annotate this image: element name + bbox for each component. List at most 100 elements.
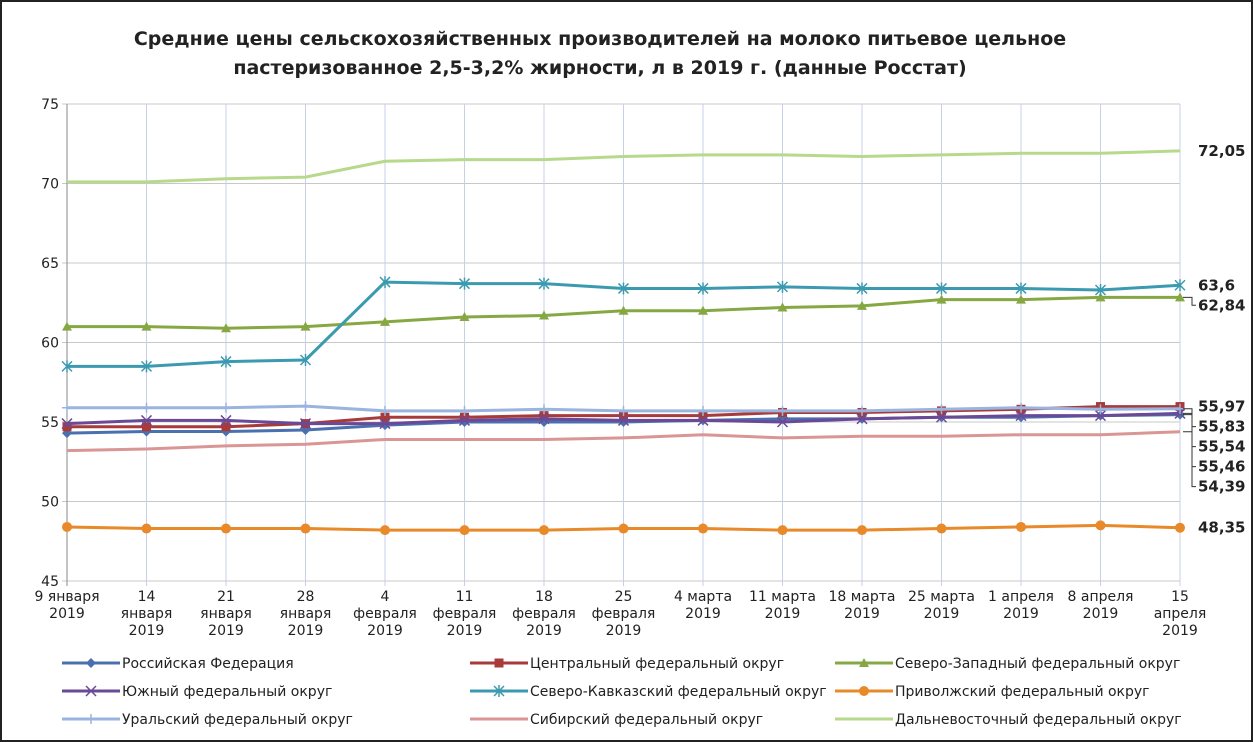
- value-label: 72,05: [1198, 142, 1245, 160]
- marker: [617, 282, 630, 295]
- series-line: [67, 149, 1181, 184]
- marker: [1095, 520, 1106, 531]
- x-tick-label: 18: [535, 589, 553, 605]
- marker: [1175, 522, 1185, 533]
- marker: [1094, 410, 1107, 422]
- value-label: 48,35: [1198, 519, 1245, 537]
- x-tick-label: 11: [456, 589, 474, 605]
- marker: [539, 404, 549, 415]
- marker: [698, 405, 708, 416]
- marker: [1095, 292, 1106, 302]
- marker: [697, 414, 709, 426]
- x-tick-label: января: [121, 606, 173, 622]
- marker: [459, 312, 470, 322]
- marker: [221, 523, 231, 534]
- marker: [1015, 282, 1027, 295]
- legend-label: Северо-Западный федеральный округ: [895, 656, 1180, 672]
- marker: [141, 402, 152, 413]
- value-label: 55,83: [1198, 418, 1245, 436]
- marker: [1015, 410, 1027, 422]
- value-label: 54,39: [1198, 478, 1245, 496]
- x-tick-label: 1 апреля: [988, 589, 1054, 605]
- y-tick-label: 55: [41, 415, 59, 431]
- marker: [1174, 279, 1186, 292]
- marker: [379, 276, 391, 289]
- chart-title: пастеризованное 2,5-3,2% жирности, л в 2…: [233, 57, 966, 79]
- marker: [1016, 294, 1026, 304]
- x-tick-label: 28: [297, 589, 315, 605]
- x-tick-label: 2019: [606, 623, 642, 639]
- marker: [379, 418, 391, 430]
- x-tick-label: 4: [381, 589, 390, 605]
- marker: [776, 280, 789, 293]
- x-tick-label: 21: [217, 589, 235, 605]
- marker: [935, 282, 948, 295]
- marker: [698, 523, 708, 534]
- x-tick-label: 25 марта: [908, 589, 975, 605]
- marker: [538, 413, 550, 425]
- legend-label: Сибирский федеральный округ: [530, 712, 763, 728]
- marker: [539, 310, 549, 320]
- leader-line: [1183, 431, 1196, 488]
- x-tick-label: 11 марта: [749, 589, 816, 605]
- x-tick-label: 15: [1171, 589, 1189, 605]
- x-tick-label: 2019: [685, 606, 721, 622]
- marker: [221, 422, 231, 432]
- marker: [221, 402, 231, 413]
- x-tick-label: 2019: [49, 606, 85, 622]
- marker: [140, 414, 153, 426]
- x-tick-label: 2019: [1083, 606, 1119, 622]
- y-tick-label: 65: [41, 256, 59, 272]
- x-tick-label: 2019: [1003, 606, 1039, 622]
- marker: [141, 321, 152, 331]
- legend-label: Центральный федеральный округ: [530, 656, 784, 672]
- marker: [617, 414, 630, 426]
- marker: [493, 685, 505, 697]
- legend-label: Южный федеральный округ: [122, 684, 332, 700]
- marker: [618, 405, 629, 416]
- marker: [141, 523, 152, 534]
- marker: [618, 523, 629, 534]
- legend-label: Дальневосточный федеральный округ: [895, 712, 1182, 728]
- marker: [777, 525, 788, 536]
- marker: [300, 321, 311, 331]
- y-tick-label: 45: [41, 574, 59, 590]
- x-tick-label: 2019: [924, 606, 960, 622]
- marker: [300, 401, 311, 412]
- x-tick-label: 14: [138, 589, 156, 605]
- marker: [936, 404, 947, 415]
- value-label: 62,84: [1198, 296, 1245, 314]
- marker: [62, 402, 72, 413]
- marker: [380, 412, 390, 422]
- marker: [618, 305, 629, 315]
- x-tick-label: 2019: [1162, 623, 1198, 639]
- x-tick-label: 2019: [129, 623, 165, 639]
- x-tick-label: 25: [615, 589, 633, 605]
- x-tick-label: 2019: [526, 623, 562, 639]
- marker: [221, 323, 231, 333]
- marker: [300, 523, 311, 534]
- marker: [460, 412, 469, 422]
- y-tick-label: 50: [41, 495, 59, 511]
- value-label: 63,6: [1198, 276, 1235, 294]
- y-tick-label: 75: [41, 97, 59, 113]
- x-tick-label: февраля: [353, 606, 417, 622]
- marker: [142, 422, 151, 432]
- marker: [220, 355, 232, 368]
- x-tick-label: февраля: [433, 606, 497, 622]
- marker: [1175, 292, 1185, 302]
- marker: [62, 521, 72, 532]
- marker: [936, 294, 947, 304]
- marker: [140, 360, 153, 373]
- x-tick-label: 2019: [447, 623, 483, 639]
- x-tick-label: 2019: [367, 623, 403, 639]
- marker: [62, 321, 72, 331]
- marker: [777, 302, 788, 312]
- legend-label: Российская Федерация: [122, 656, 294, 672]
- marker: [539, 411, 549, 421]
- x-tick-label: января: [280, 606, 332, 622]
- marker: [856, 282, 868, 295]
- marker: [459, 405, 470, 416]
